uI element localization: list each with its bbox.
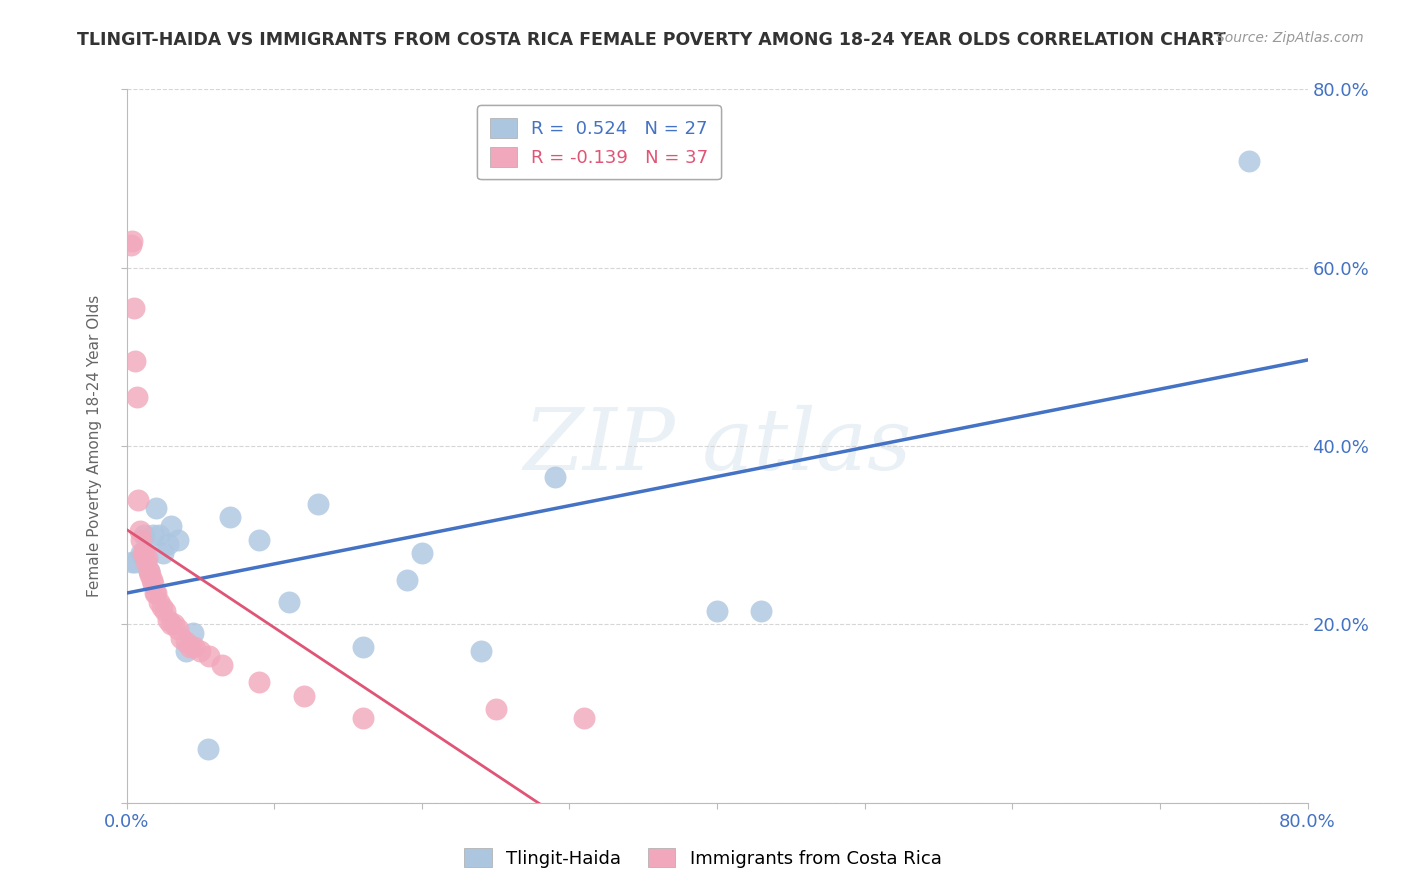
Point xyxy=(543,470,565,484)
Point xyxy=(249,675,271,690)
Point xyxy=(181,626,204,640)
Point xyxy=(470,644,492,658)
Point xyxy=(139,568,162,582)
Point xyxy=(170,631,193,645)
Point xyxy=(128,524,150,538)
Point xyxy=(751,604,773,618)
Point xyxy=(411,546,433,560)
Point xyxy=(145,501,167,516)
Point xyxy=(132,546,155,560)
Point xyxy=(152,546,174,560)
Point xyxy=(308,497,330,511)
Text: Source: ZipAtlas.com: Source: ZipAtlas.com xyxy=(1216,31,1364,45)
Point xyxy=(122,301,145,315)
Text: ZIP atlas: ZIP atlas xyxy=(523,405,911,487)
Point xyxy=(145,586,167,600)
Point xyxy=(188,644,212,658)
Point xyxy=(121,555,143,569)
Point xyxy=(249,533,271,547)
Point xyxy=(174,644,197,658)
Point xyxy=(148,595,170,609)
Point xyxy=(197,742,219,756)
Point xyxy=(156,613,179,627)
Point xyxy=(129,533,153,547)
Point xyxy=(138,564,160,578)
Y-axis label: Female Poverty Among 18-24 Year Olds: Female Poverty Among 18-24 Year Olds xyxy=(87,295,103,597)
Point xyxy=(1237,153,1260,168)
Point xyxy=(156,537,179,551)
Legend: R =  0.524   N = 27, R = -0.139   N = 37: R = 0.524 N = 27, R = -0.139 N = 37 xyxy=(477,105,721,179)
Point xyxy=(198,648,221,663)
Point xyxy=(219,510,242,524)
Point xyxy=(484,702,508,716)
Point xyxy=(183,640,205,654)
Point xyxy=(160,617,183,632)
Point xyxy=(574,711,596,725)
Text: TLINGIT-HAIDA VS IMMIGRANTS FROM COSTA RICA FEMALE POVERTY AMONG 18-24 YEAR OLDS: TLINGIT-HAIDA VS IMMIGRANTS FROM COSTA R… xyxy=(77,31,1226,49)
Legend: Tlingit-Haida, Immigrants from Costa Rica: Tlingit-Haida, Immigrants from Costa Ric… xyxy=(454,837,952,879)
Point xyxy=(138,564,160,578)
Point xyxy=(352,640,374,654)
Point xyxy=(160,519,183,533)
Point xyxy=(142,577,165,591)
Point xyxy=(141,573,163,587)
Point xyxy=(142,528,165,542)
Point xyxy=(706,604,728,618)
Point xyxy=(352,711,374,725)
Point xyxy=(127,492,149,507)
Point xyxy=(148,528,170,542)
Point xyxy=(150,599,173,614)
Point xyxy=(136,550,159,565)
Point xyxy=(167,533,190,547)
Point xyxy=(125,390,148,404)
Point xyxy=(167,622,190,636)
Point xyxy=(163,617,186,632)
Point xyxy=(278,595,301,609)
Point xyxy=(211,657,233,672)
Point xyxy=(179,640,201,654)
Point xyxy=(153,604,176,618)
Point xyxy=(143,586,166,600)
Point xyxy=(174,635,197,649)
Point xyxy=(120,238,142,252)
Point xyxy=(134,528,156,542)
Point xyxy=(121,234,143,248)
Point xyxy=(292,689,315,703)
Point xyxy=(124,555,146,569)
Point xyxy=(129,546,153,560)
Point xyxy=(135,555,157,569)
Point xyxy=(396,573,419,587)
Point xyxy=(124,354,146,368)
Point xyxy=(134,546,156,560)
